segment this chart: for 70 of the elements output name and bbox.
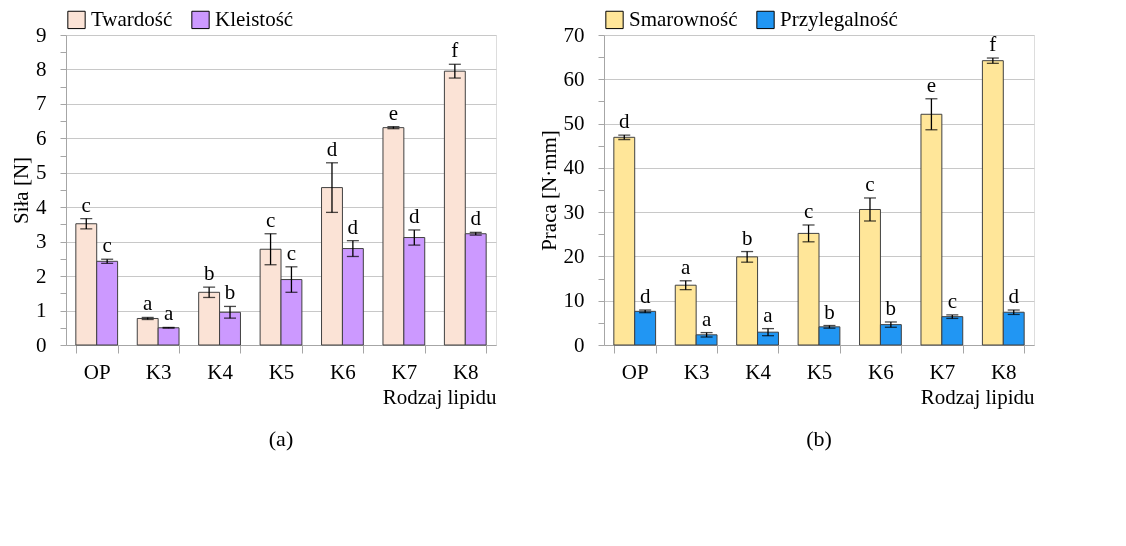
data-label: d — [409, 203, 421, 228]
data-label: b — [885, 295, 897, 320]
data-label: c — [265, 207, 276, 232]
y-tick-label: 8 — [36, 56, 47, 81]
x-tick-label: OP — [621, 359, 649, 384]
data-label: a — [163, 301, 174, 326]
legend-label: Smarowność — [629, 6, 738, 31]
x-tick-label: K7 — [929, 359, 956, 384]
y-tick-label: 7 — [36, 91, 47, 116]
data-label: c — [803, 198, 814, 223]
data-label: b — [203, 261, 215, 286]
x-tick-label: K5 — [268, 359, 295, 384]
data-label: c — [865, 171, 875, 196]
y-tick-label: 3 — [36, 229, 47, 254]
x-tick-label: K4 — [207, 359, 234, 384]
y-axis-title: Praca [N·mm] — [536, 130, 561, 251]
data-label: d — [639, 284, 651, 309]
data-label: e — [926, 72, 937, 97]
y-tick-label: 40 — [563, 155, 585, 180]
x-tick-label: K5 — [806, 359, 833, 384]
data-label: d — [347, 214, 359, 239]
x-tick-label: K7 — [391, 359, 418, 384]
y-tick-label: 30 — [563, 199, 585, 224]
legend-label: Twardość — [91, 6, 173, 31]
x-tick-label: OP — [83, 359, 111, 384]
y-tick-label: 5 — [36, 160, 47, 185]
y-axis-title: Siła [N] — [9, 156, 33, 225]
data-label: a — [701, 306, 712, 331]
y-tick-label: 60 — [563, 66, 585, 91]
x-tick-label: K8 — [990, 359, 1017, 384]
data-label: f — [451, 38, 459, 63]
y-tick-label: 20 — [563, 243, 585, 268]
data-label: a — [763, 302, 774, 327]
y-tick-label: 1 — [36, 298, 47, 323]
data-label: f — [989, 32, 997, 57]
y-tick-label: 0 — [574, 332, 585, 357]
y-tick-label: 2 — [36, 263, 47, 288]
data-label: b — [824, 299, 835, 324]
x-tick-label: K6 — [330, 359, 356, 384]
data-label: a — [143, 291, 154, 316]
y-tick-label: 70 — [563, 22, 585, 47]
x-tick-label: K3 — [683, 359, 710, 384]
y-tick-label: 10 — [563, 288, 585, 313]
x-axis-title: Rodzaj lipidu — [920, 384, 1035, 409]
y-tick-label: 0 — [36, 332, 47, 357]
data-label: c — [81, 192, 91, 217]
data-label: d — [619, 109, 631, 134]
data-label: d — [326, 136, 338, 161]
data-label: c — [947, 288, 957, 313]
legend-label: Kleistość — [215, 6, 294, 31]
data-label: d — [1008, 284, 1020, 309]
x-axis-title: Rodzaj lipidu — [382, 384, 497, 409]
data-label: d — [470, 206, 482, 231]
x-tick-label: K8 — [452, 359, 479, 384]
data-label: b — [741, 225, 753, 250]
x-tick-label: K6 — [868, 359, 894, 384]
data-label: c — [286, 240, 297, 265]
data-label: b — [224, 280, 236, 305]
data-label: a — [681, 254, 692, 279]
y-tick-label: 4 — [36, 194, 47, 219]
data-label: c — [102, 233, 112, 258]
data-label: e — [388, 100, 399, 125]
y-tick-label: 9 — [36, 22, 47, 47]
y-tick-label: 50 — [563, 111, 585, 136]
text: (a) — [268, 426, 294, 451]
x-tick-label: K3 — [145, 359, 172, 384]
x-tick-label: K4 — [745, 359, 772, 384]
legend-label: Przylegalność — [780, 6, 898, 31]
text: (b) — [806, 426, 832, 451]
y-tick-label: 6 — [36, 125, 47, 150]
